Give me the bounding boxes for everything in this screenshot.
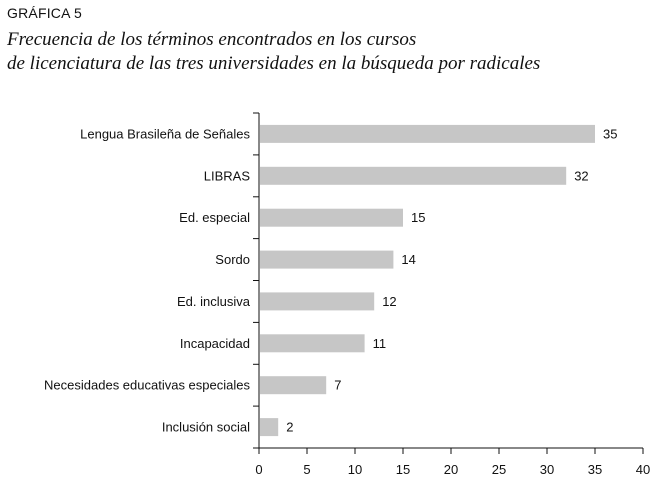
bar [260,334,365,353]
x-tick-label: 5 [303,462,310,477]
value-label: 7 [334,378,341,393]
value-label: 32 [574,168,588,183]
bar [260,250,394,269]
x-tick-label: 40 [636,462,650,477]
chart-title-line-1: Frecuencia de los términos encontrados e… [7,29,417,50]
x-tick-label: 35 [588,462,602,477]
chart-title: Frecuencia de los términos encontrados e… [7,28,647,76]
bar [260,292,375,311]
category-label: Lengua Brasileña de Señales [80,126,250,141]
category-label: Ed. especial [179,210,250,225]
figure-label: GRÁFICA 5 [7,5,82,21]
bar [260,376,327,395]
x-tick-label: 15 [396,462,410,477]
category-label: Incapacidad [180,336,250,351]
category-label: Ed. inclusiva [177,294,251,309]
x-tick-label: 30 [540,462,554,477]
category-label: Sordo [215,252,250,267]
value-label: 14 [401,252,415,267]
value-label: 2 [286,420,293,435]
value-label: 15 [411,210,425,225]
value-label: 35 [603,126,617,141]
bar [260,208,403,227]
x-tick-label: 10 [348,462,362,477]
bar [260,418,279,437]
x-tick-label: 25 [492,462,506,477]
category-label: LIBRAS [204,168,251,183]
x-tick-label: 0 [255,462,262,477]
bar [260,124,595,143]
category-label: Inclusión social [162,420,250,435]
value-label: 12 [382,294,396,309]
category-label: Necesidades educativas especiales [44,378,250,393]
value-label: 11 [373,336,387,351]
chart-title-line-2: de licenciatura de las tres universidade… [7,53,541,74]
x-tick-label: 20 [444,462,458,477]
bar [260,166,567,185]
